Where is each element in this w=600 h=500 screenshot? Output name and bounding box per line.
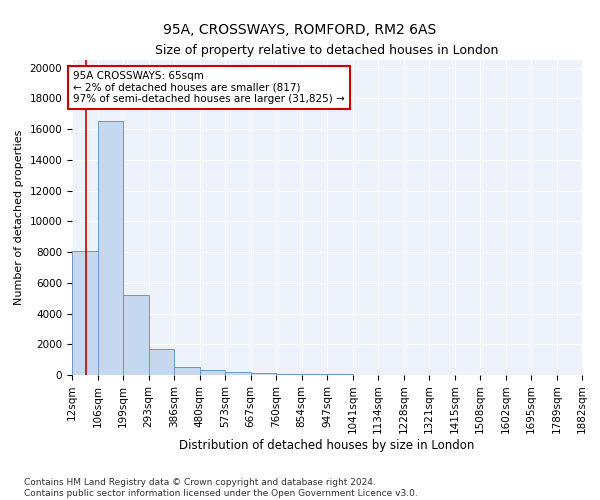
Bar	[225, 372, 251, 375]
Bar	[276, 374, 302, 375]
X-axis label: Distribution of detached houses by size in London: Distribution of detached houses by size …	[179, 439, 475, 452]
Bar	[174, 368, 200, 375]
Bar	[149, 349, 174, 375]
Bar	[251, 373, 276, 375]
Bar	[98, 122, 123, 375]
Y-axis label: Number of detached properties: Number of detached properties	[14, 130, 24, 305]
Bar	[200, 370, 225, 375]
Bar	[123, 295, 149, 375]
Text: Contains HM Land Registry data © Crown copyright and database right 2024.
Contai: Contains HM Land Registry data © Crown c…	[24, 478, 418, 498]
Text: 95A CROSSWAYS: 65sqm
← 2% of detached houses are smaller (817)
97% of semi-detac: 95A CROSSWAYS: 65sqm ← 2% of detached ho…	[73, 71, 345, 104]
Text: 95A, CROSSWAYS, ROMFORD, RM2 6AS: 95A, CROSSWAYS, ROMFORD, RM2 6AS	[163, 22, 437, 36]
Title: Size of property relative to detached houses in London: Size of property relative to detached ho…	[155, 44, 499, 58]
Bar	[302, 374, 327, 375]
Bar	[72, 252, 98, 375]
Bar	[327, 374, 353, 375]
